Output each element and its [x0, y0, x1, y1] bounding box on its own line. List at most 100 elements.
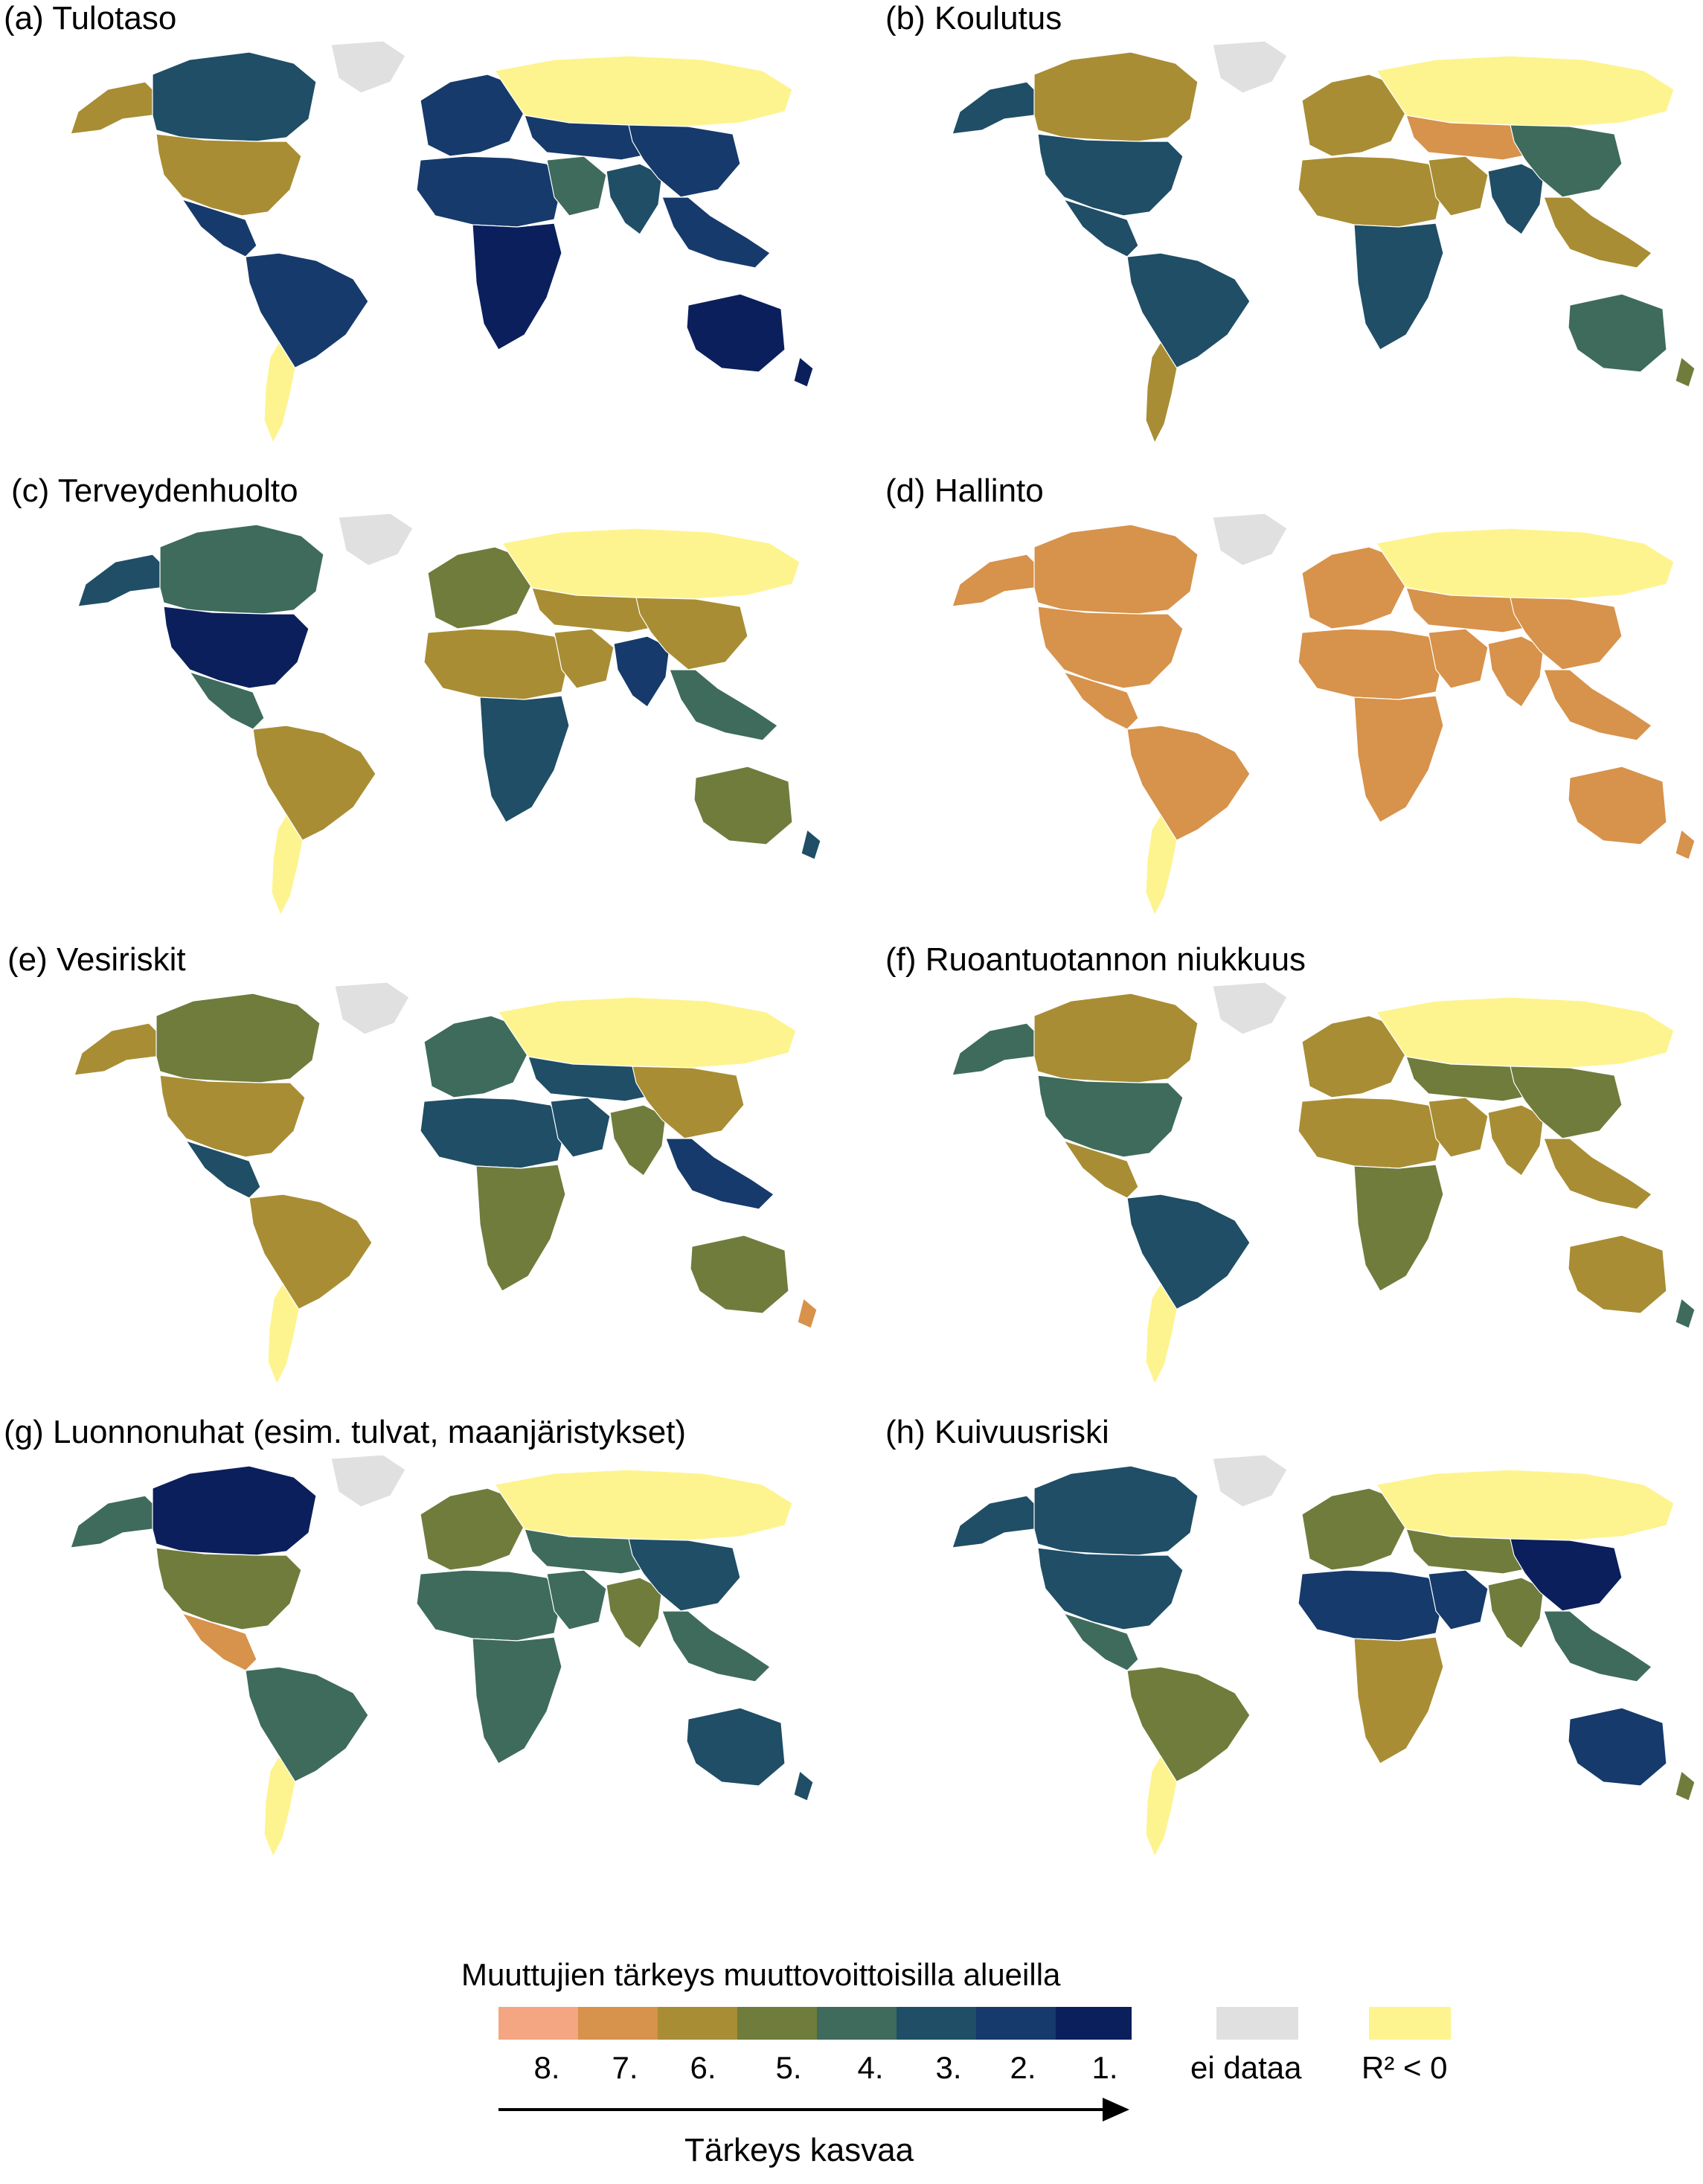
region-seasia: [661, 1610, 771, 1682]
region-seasia: [665, 1138, 774, 1210]
region-seasia: [1543, 196, 1652, 269]
region-canada: [152, 51, 317, 142]
panel-title: (d) Hallinto: [885, 473, 1044, 509]
world-map: [74, 981, 818, 1386]
world-map: [952, 981, 1696, 1386]
region-greenland: [1212, 1454, 1288, 1508]
world-map: [952, 1454, 1696, 1858]
region-na: [1037, 133, 1184, 217]
world-map: [952, 40, 1696, 444]
panel-f: (f) Ruoantuotannon niukkuus: [885, 941, 1703, 1403]
region-china: [1510, 124, 1623, 198]
region-alaska: [952, 1022, 1042, 1076]
region-mexico: [188, 670, 265, 730]
region-sa-south: [1145, 1755, 1178, 1858]
legend-swatch-2: [976, 2007, 1056, 2040]
region-na: [163, 606, 310, 689]
region-mexico: [181, 198, 257, 257]
region-alaska: [952, 1495, 1042, 1549]
region-africa-south: [472, 1636, 562, 1764]
region-mexico: [1062, 1612, 1139, 1671]
region-africa-north: [1298, 628, 1444, 700]
region-africa-north: [416, 1569, 562, 1642]
region-china: [1510, 1066, 1623, 1139]
region-nz: [1675, 828, 1696, 860]
panel-title: (h) Kuivuusriski: [885, 1414, 1109, 1450]
region-alaska: [77, 554, 168, 607]
region-na: [1037, 1547, 1184, 1630]
legend-title: Muuttujien tärkeys muuttovoittoisilla al…: [461, 1957, 1061, 1992]
region-australia: [1568, 293, 1667, 373]
region-russia: [501, 528, 801, 600]
legend-label-no-data: ei dataa: [1190, 2050, 1302, 2085]
region-india: [606, 163, 663, 235]
region-greenland: [334, 981, 410, 1035]
region-canada: [152, 1465, 317, 1556]
panel-title: (g) Luonnonuhat (esim. tulvat, maanjäris…: [4, 1414, 687, 1450]
panel-title: (a) Tulotaso: [4, 0, 177, 36]
region-sa-south: [1145, 1282, 1178, 1386]
region-nz: [793, 1770, 814, 1802]
region-alaska: [952, 554, 1042, 607]
region-greenland: [1212, 40, 1288, 94]
region-nz: [801, 828, 821, 860]
panel-title: (b) Koulutus: [885, 0, 1062, 36]
region-canada: [1033, 993, 1199, 1083]
importance-arrow: [498, 2098, 1129, 2121]
region-sa-south: [263, 341, 296, 444]
region-africa-south: [472, 222, 562, 350]
region-africa-north: [1298, 1097, 1444, 1169]
panel-title: (e) Vesiriskit: [7, 941, 186, 978]
region-sa-north: [245, 252, 369, 369]
region-australia: [1568, 1707, 1667, 1787]
legend-swatch-6: [658, 2007, 737, 2040]
region-europe: [1301, 1015, 1407, 1098]
region-sa-north: [1126, 1666, 1251, 1783]
region-canada: [159, 524, 324, 615]
region-russia: [493, 1469, 793, 1541]
region-greenland: [338, 513, 414, 566]
region-russia: [497, 996, 797, 1069]
region-africa-north: [416, 156, 562, 228]
region-australia: [1568, 1234, 1667, 1314]
region-africa-south: [475, 1164, 566, 1292]
region-australia: [686, 293, 786, 373]
region-canada: [155, 993, 321, 1083]
region-greenland: [330, 1454, 406, 1508]
region-sa-north: [245, 1666, 369, 1783]
region-seasia: [669, 669, 778, 741]
region-sa-north: [1126, 725, 1251, 842]
panel-h: (h) Kuivuusriski: [885, 1414, 1703, 1875]
region-india: [1487, 163, 1545, 235]
legend-label-7: 7.: [612, 2050, 638, 2085]
panel-g: (g) Luonnonuhat (esim. tulvat, maanjäris…: [4, 1414, 830, 1875]
region-seasia: [661, 196, 771, 269]
region-na: [155, 133, 302, 217]
region-russia: [1375, 528, 1675, 600]
region-nz: [793, 356, 814, 388]
region-africa-south: [1353, 1636, 1444, 1764]
region-nz: [1675, 1297, 1696, 1329]
region-africa-north: [1298, 1569, 1444, 1642]
region-na: [155, 1547, 302, 1630]
region-russia: [493, 55, 793, 127]
region-india: [613, 635, 670, 708]
region-india: [1487, 635, 1545, 708]
region-na: [1037, 606, 1184, 689]
world-map: [70, 40, 814, 444]
region-africa-north: [423, 628, 570, 700]
region-china: [1510, 1538, 1623, 1612]
region-nz: [1675, 1770, 1696, 1802]
region-europe: [1301, 1488, 1407, 1571]
legend-label-r2: R² < 0: [1362, 2050, 1448, 2085]
region-alaska: [952, 81, 1042, 135]
region-mexico: [1062, 670, 1139, 730]
legend-label-5: 5.: [775, 2050, 802, 2085]
region-china: [628, 124, 741, 198]
region-india: [1487, 1104, 1545, 1176]
region-europe: [427, 546, 533, 630]
region-china: [632, 1066, 745, 1139]
region-australia: [693, 766, 793, 845]
region-india: [606, 1577, 663, 1649]
region-na: [159, 1075, 306, 1158]
